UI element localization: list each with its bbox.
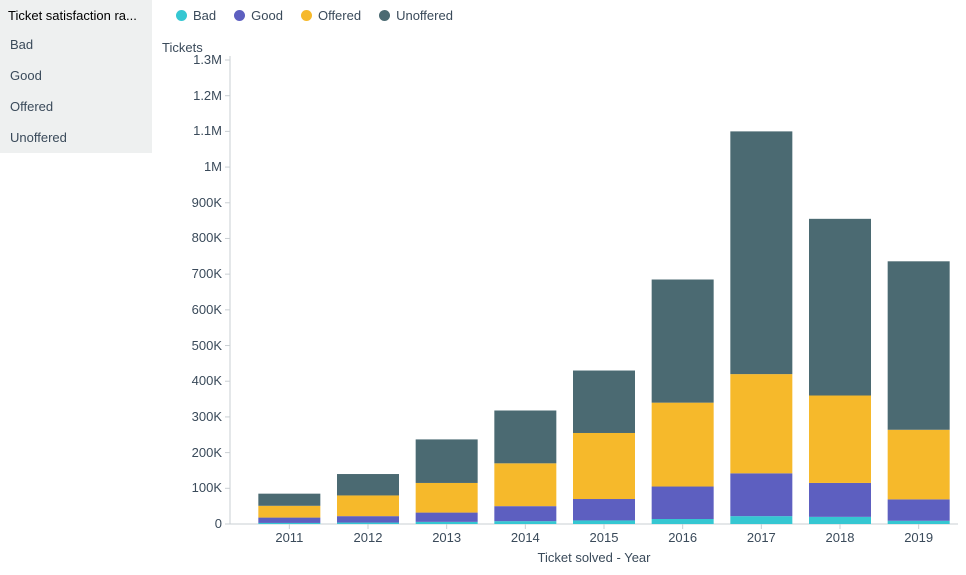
bar-segment [416,513,478,522]
stacked-bar-chart [0,0,966,575]
bar-segment [494,521,556,524]
x-tick-label: 2017 [731,530,791,545]
x-tick-label: 2012 [338,530,398,545]
bar-segment [416,483,478,513]
x-tick-label: 2018 [810,530,870,545]
bar-segment [416,522,478,524]
bar-segment [888,499,950,520]
bar-segment [337,516,399,522]
bar-segment [888,521,950,524]
y-tick-label: 400K [178,373,222,388]
y-tick-label: 700K [178,266,222,281]
bar-segment [337,474,399,495]
bar-segment [730,516,792,524]
bar-segment [573,371,635,433]
x-tick-label: 2019 [889,530,949,545]
bar-segment [809,219,871,396]
bar-segment [573,433,635,499]
y-tick-label: 300K [178,409,222,424]
bar-segment [730,473,792,516]
bar-segment [652,280,714,403]
bar-segment [730,374,792,473]
bar-segment [258,494,320,506]
x-tick-label: 2016 [653,530,713,545]
bar-segment [573,499,635,520]
x-tick-label: 2011 [259,530,319,545]
bar-segment [416,439,478,483]
y-tick-label: 1.2M [178,88,222,103]
y-tick-label: 200K [178,445,222,460]
y-tick-label: 1.1M [178,123,222,138]
y-tick-label: 1.3M [178,52,222,67]
bar-segment [258,518,320,523]
bar-segment [888,261,950,429]
y-tick-label: 1M [178,159,222,174]
bar-segment [573,520,635,524]
x-tick-label: 2014 [495,530,555,545]
y-tick-label: 100K [178,480,222,495]
bar-segment [652,519,714,524]
bar-segment [258,506,320,518]
bar-segment [809,517,871,524]
bar-segment [337,523,399,524]
bar-segment [494,410,556,463]
bar-segment [809,483,871,517]
bar-segment [258,523,320,524]
y-tick-label: 600K [178,302,222,317]
x-tick-label: 2013 [417,530,477,545]
bar-segment [652,403,714,487]
bar-segment [337,495,399,516]
bar-segment [494,506,556,521]
y-tick-label: 900K [178,195,222,210]
y-tick-label: 500K [178,338,222,353]
bar-segment [730,131,792,374]
y-tick-label: 0 [178,516,222,531]
x-tick-label: 2015 [574,530,634,545]
y-tick-label: 800K [178,230,222,245]
bar-segment [652,487,714,519]
bar-segment [888,430,950,500]
bar-segment [809,396,871,483]
bar-segment [494,463,556,506]
